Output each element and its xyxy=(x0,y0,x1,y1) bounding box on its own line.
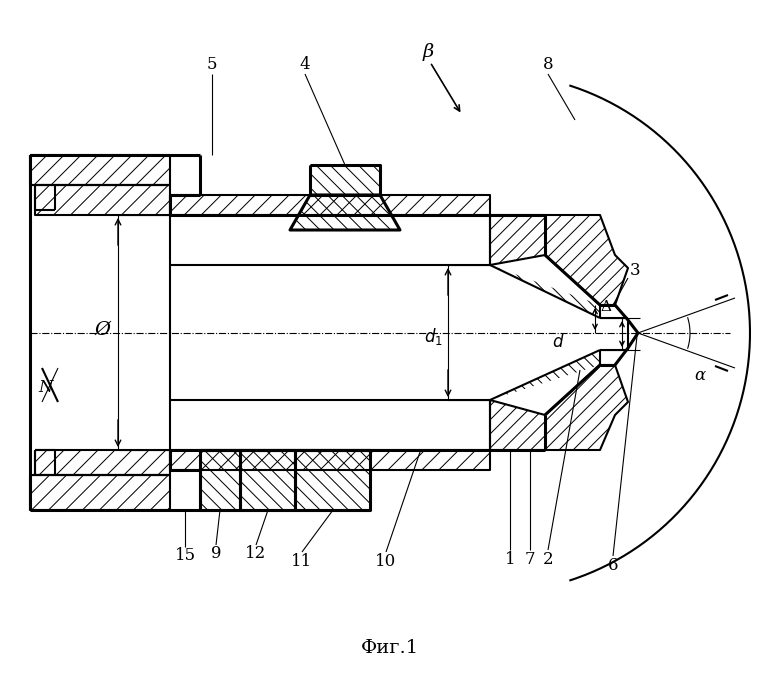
Text: $d_1$: $d_1$ xyxy=(424,325,442,347)
Text: 12: 12 xyxy=(246,546,267,562)
Text: 1: 1 xyxy=(505,551,516,568)
Text: Δ: Δ xyxy=(601,300,612,314)
Text: 15: 15 xyxy=(175,548,196,564)
Text: Фиг.1: Фиг.1 xyxy=(361,639,419,657)
Text: 2: 2 xyxy=(543,551,553,568)
Text: α: α xyxy=(694,367,706,384)
Text: 7: 7 xyxy=(525,551,535,568)
Text: β: β xyxy=(423,43,434,61)
Text: 4: 4 xyxy=(300,56,310,72)
Text: 8: 8 xyxy=(543,56,553,72)
Text: 11: 11 xyxy=(292,553,313,570)
Text: 6: 6 xyxy=(608,557,619,575)
Text: 10: 10 xyxy=(375,553,396,570)
Text: Ø: Ø xyxy=(94,321,110,339)
Text: N: N xyxy=(39,380,53,396)
Text: 5: 5 xyxy=(207,56,218,72)
Text: $d$: $d$ xyxy=(551,333,564,351)
Text: 9: 9 xyxy=(211,546,222,562)
Text: 3: 3 xyxy=(629,262,640,278)
